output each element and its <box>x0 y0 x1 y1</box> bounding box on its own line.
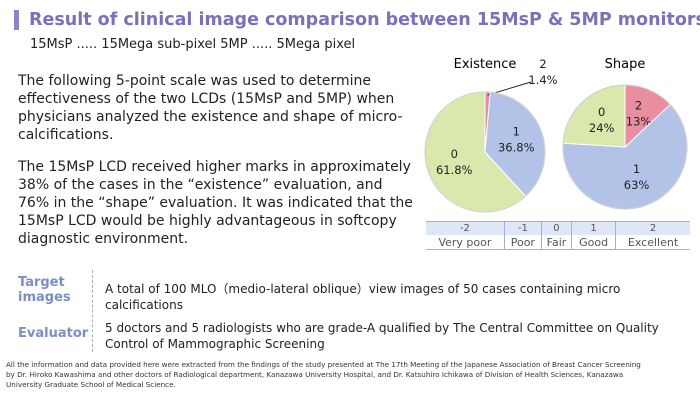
score-label: Good <box>571 235 616 250</box>
slice-category: 0 <box>598 105 605 119</box>
score: 0 <box>540 221 572 235</box>
paragraph: The following 5-point scale was used to … <box>18 73 403 143</box>
footnote-line: by Dr. Hiroko Kawashima and other doctor… <box>6 370 624 379</box>
score: -2 <box>426 221 505 235</box>
pie-outline <box>424 91 546 213</box>
footnote-line: University Graduate School of Medical Sc… <box>6 380 176 389</box>
score: -1 <box>503 221 542 235</box>
score: 2 <box>615 221 690 235</box>
detail-label: Evaluator <box>18 326 89 341</box>
slice-label: 63% <box>624 178 650 192</box>
chart-title: Existence <box>454 57 517 72</box>
charts: Existence 2 1.4% 1 36.8% 0 61.8% Shape 2 13% 1 63% 0… <box>424 57 688 213</box>
slice-label: 61.8% <box>436 163 473 177</box>
chart-title: Shape <box>605 57 646 72</box>
slice-label: 13% <box>626 115 652 129</box>
slice-label: 1.4% <box>528 73 557 87</box>
pie-outline <box>562 84 688 210</box>
score-label: Excellent <box>615 235 690 250</box>
score: 1 <box>571 221 616 235</box>
subtitle: 15MsP ..... 15Mega sub-pixel 5MP ..... 5… <box>30 37 356 52</box>
scale-table: -2 -1 0 1 2 Very poor Poor Fair Good Excellent <box>426 221 690 250</box>
footnote-line: All the information and data provided he… <box>6 360 641 369</box>
detail-text: 5 doctors and 5 radiologists who are gra… <box>105 321 659 351</box>
title: Result of clinical image comparison betw… <box>14 10 700 30</box>
slice-category: 2 <box>539 57 546 71</box>
slice-category: 1 <box>633 162 640 176</box>
score-label: Poor <box>503 235 542 250</box>
detail-label: Target images <box>18 275 71 305</box>
slice-category: 0 <box>451 147 458 161</box>
slice-label: 36.8% <box>498 140 535 154</box>
slice-category: 1 <box>513 124 520 138</box>
score-label: Fair <box>540 235 572 250</box>
paragraph: The 15MsP LCD received higher marks in a… <box>18 159 413 247</box>
footnote: All the information and data provided he… <box>6 360 641 390</box>
slice-category: 2 <box>635 99 642 113</box>
pie-slice <box>562 84 626 148</box>
detail-text: A total of 100 MLO（medio-lateral oblique… <box>105 282 621 312</box>
separator <box>92 270 93 352</box>
score-label: Very poor <box>426 235 505 250</box>
slice-label: 24% <box>589 121 615 135</box>
